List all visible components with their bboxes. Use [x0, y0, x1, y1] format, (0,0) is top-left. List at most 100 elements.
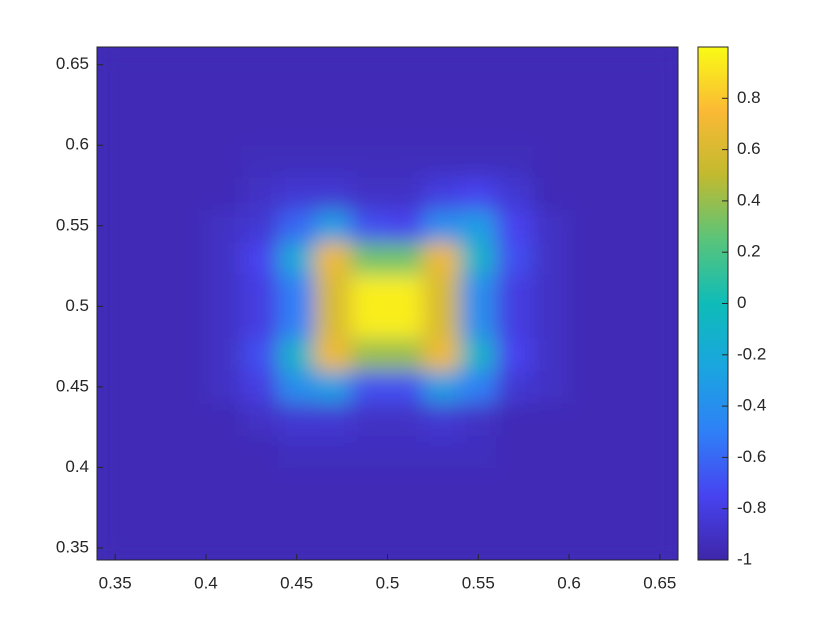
- heatmap-cell: [350, 176, 388, 211]
- heatmap-cell: [132, 434, 171, 468]
- heatmap-cell: [459, 144, 497, 178]
- y-tick-label: 0.6: [65, 135, 89, 154]
- heatmap-cell: [387, 144, 425, 178]
- heatmap-cell: [604, 80, 643, 114]
- heatmap-cell: [132, 370, 171, 404]
- heatmap-cell: [532, 338, 570, 372]
- heatmap-cell: [641, 48, 678, 82]
- heatmap-cell: [387, 434, 425, 468]
- heatmap-cell: [604, 144, 643, 178]
- heatmap-cell: [423, 434, 461, 468]
- heatmap-cell: [604, 466, 643, 501]
- heatmap-cell: [495, 305, 534, 340]
- heatmap-cell: [97, 112, 134, 146]
- heatmap-cell: [459, 80, 497, 114]
- heatmap-cell: [278, 402, 316, 436]
- heatmap-cell: [205, 273, 243, 307]
- heatmap-cell: [97, 48, 134, 82]
- heatmap-cell: [350, 499, 388, 533]
- heatmap-cell: [350, 338, 388, 372]
- heatmap-cell: [459, 241, 497, 275]
- heatmap-cell: [241, 176, 280, 211]
- heatmap-cell: [641, 209, 678, 243]
- heatmap-cell: [532, 370, 570, 404]
- heatmap-cell: [568, 402, 606, 436]
- heatmap-cell: [205, 305, 243, 340]
- heatmap-cell: [459, 370, 497, 404]
- heatmap-cell: [459, 338, 497, 372]
- heatmap-cell: [604, 338, 643, 372]
- heatmap-cell: [459, 209, 497, 243]
- heatmap-cell: [495, 144, 534, 178]
- heatmap-cell: [314, 144, 352, 178]
- heatmap-cell: [568, 466, 606, 501]
- heatmap-cell: [314, 499, 352, 533]
- heatmap-cell: [169, 80, 207, 114]
- heatmap-cell: [241, 80, 280, 114]
- heatmap-cell: [495, 112, 534, 146]
- ticks: 0.35 0.4 0.45 0.5 0.55 0.6 0.65 0.35 0.4 0.45 0.5 0…: [56, 54, 766, 592]
- heatmap-cell: [169, 48, 207, 82]
- heatmap-cell: [132, 112, 171, 146]
- heatmap-cell: [97, 338, 134, 372]
- heatmap-cell: [350, 273, 388, 307]
- heatmap-cell: [459, 466, 497, 501]
- heatmap-cell: [459, 273, 497, 307]
- heatmap-cell: [132, 338, 171, 372]
- heatmap-cell: [169, 112, 207, 146]
- heatmap-cell: [169, 499, 207, 533]
- heatmap-cell: [241, 338, 280, 372]
- heatmap-cell: [278, 209, 316, 243]
- colorbar-tick-label: -0.2: [737, 344, 766, 363]
- heatmap-cell: [641, 402, 678, 436]
- heatmap-cell: [350, 48, 388, 82]
- heatmap-cell: [169, 434, 207, 468]
- heatmap-cell: [387, 112, 425, 146]
- heatmap-cell: [387, 338, 425, 372]
- heatmap-cell: [495, 80, 534, 114]
- heatmap-cell: [241, 144, 280, 178]
- heatmap-cell: [459, 48, 497, 82]
- heatmap-cell: [241, 531, 280, 560]
- heatmap-cell: [459, 112, 497, 146]
- heatmap-cell: [132, 531, 171, 560]
- heatmap-cell: [314, 48, 352, 82]
- heatmap-cell: [278, 176, 316, 211]
- heatmap-cell: [423, 305, 461, 340]
- heatmap-cell: [205, 434, 243, 468]
- heatmap-cell: [495, 466, 534, 501]
- colorbar-tick-label: 0.8: [737, 88, 761, 107]
- y-tick-label: 0.55: [56, 215, 89, 234]
- heatmap-cell: [241, 402, 280, 436]
- heatmap-cell: [641, 112, 678, 146]
- heatmap-cell: [641, 241, 678, 275]
- heatmap-cell: [132, 144, 171, 178]
- heatmap-cell: [241, 466, 280, 501]
- heatmap-cell: [205, 338, 243, 372]
- heatmap-cell: [205, 370, 243, 404]
- heatmap-cell: [350, 144, 388, 178]
- heatmap-cell: [387, 176, 425, 211]
- heatmap-cell: [314, 80, 352, 114]
- colorbar-tick-label: 0: [737, 293, 746, 312]
- heatmap-cell: [423, 338, 461, 372]
- heatmap-cell: [423, 370, 461, 404]
- heatmap-cell: [604, 241, 643, 275]
- heatmap-cell: [314, 370, 352, 404]
- y-tick-label: 0.35: [56, 537, 89, 556]
- heatmap-cell: [423, 176, 461, 211]
- heatmap-cell: [205, 112, 243, 146]
- heatmap-cell: [423, 209, 461, 243]
- heatmap-cell: [169, 305, 207, 340]
- heatmap-cell: [568, 273, 606, 307]
- heatmap-cell: [97, 241, 134, 275]
- heatmap-cell: [604, 305, 643, 340]
- heatmap-cell: [604, 176, 643, 211]
- heatmap-cell: [350, 305, 388, 340]
- heatmap-cell: [169, 402, 207, 436]
- heatmap-cell: [641, 144, 678, 178]
- y-tick-label: 0.65: [56, 54, 89, 73]
- heatmap-cell: [495, 434, 534, 468]
- heatmap-cell: [278, 305, 316, 340]
